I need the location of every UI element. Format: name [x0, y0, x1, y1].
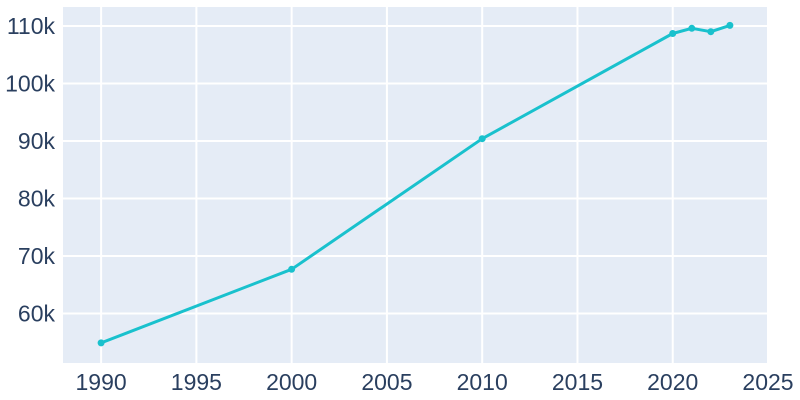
- data-point-2022[interactable]: [707, 28, 715, 36]
- x-tick-label: 1995: [171, 369, 222, 395]
- x-tick-label: 2000: [266, 369, 317, 395]
- y-tick-label: 80k: [18, 186, 56, 212]
- data-point-2000[interactable]: [288, 265, 296, 273]
- x-tick-label: 2015: [552, 369, 603, 395]
- y-tick-label: 110k: [7, 13, 56, 39]
- data-point-2010[interactable]: [478, 135, 486, 143]
- x-tick-label: 2010: [457, 369, 508, 395]
- y-tick-label: 100k: [5, 70, 55, 96]
- x-tick-label: 2020: [647, 369, 698, 395]
- y-tick-label: 60k: [18, 301, 56, 327]
- data-point-2023[interactable]: [726, 21, 734, 29]
- data-point-2021[interactable]: [688, 24, 696, 32]
- y-tick-label: 90k: [18, 128, 56, 154]
- x-tick-label: 1990: [76, 369, 127, 395]
- data-point-1990[interactable]: [97, 339, 105, 347]
- y-tick-label: 70k: [18, 243, 56, 269]
- x-tick-label: 2025: [742, 369, 793, 395]
- data-point-2020[interactable]: [669, 30, 677, 37]
- x-tick-label: 2005: [361, 369, 412, 395]
